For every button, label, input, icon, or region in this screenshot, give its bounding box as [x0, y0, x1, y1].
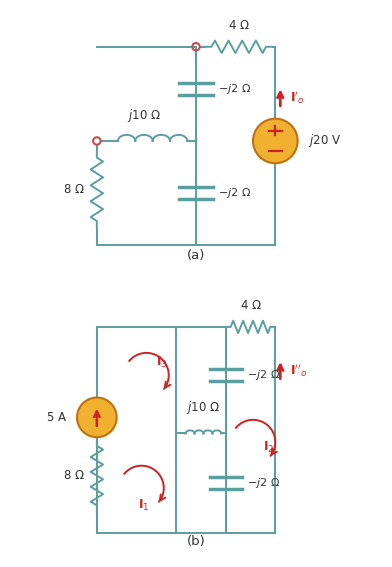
Text: $\mathbf{I}_3$: $\mathbf{I}_3$ [156, 356, 168, 370]
Text: $-j2\ \Omega$: $-j2\ \Omega$ [247, 476, 280, 490]
Text: $-j2\ \Omega$: $-j2\ \Omega$ [247, 368, 280, 382]
Text: $5\ \mathrm{A}$: $5\ \mathrm{A}$ [46, 411, 67, 424]
Text: (a): (a) [187, 249, 205, 263]
Text: $j20\ \mathrm{V}$: $j20\ \mathrm{V}$ [308, 133, 341, 150]
Text: $-j2\ \Omega$: $-j2\ \Omega$ [218, 186, 251, 200]
Circle shape [77, 397, 117, 437]
Circle shape [253, 119, 298, 163]
Text: $4\ \Omega$: $4\ \Omega$ [240, 299, 261, 312]
Text: $\mathbf{I}'_o$: $\mathbf{I}'_o$ [290, 89, 305, 106]
Text: $j10\ \Omega$: $j10\ \Omega$ [127, 107, 161, 124]
Text: $j10\ \Omega$: $j10\ \Omega$ [185, 399, 220, 416]
Text: (b): (b) [187, 535, 205, 548]
Text: $\mathbf{I}_2$: $\mathbf{I}_2$ [263, 439, 274, 455]
Text: $8\ \Omega$: $8\ \Omega$ [63, 469, 84, 482]
Text: $-j2\ \Omega$: $-j2\ \Omega$ [218, 82, 251, 96]
Text: $\mathbf{I}_1$: $\mathbf{I}_1$ [138, 498, 150, 513]
Text: $4\ \Omega$: $4\ \Omega$ [228, 19, 250, 32]
Text: $8\ \Omega$: $8\ \Omega$ [63, 183, 84, 196]
Text: $\mathbf{I}''_o$: $\mathbf{I}''_o$ [290, 362, 307, 379]
